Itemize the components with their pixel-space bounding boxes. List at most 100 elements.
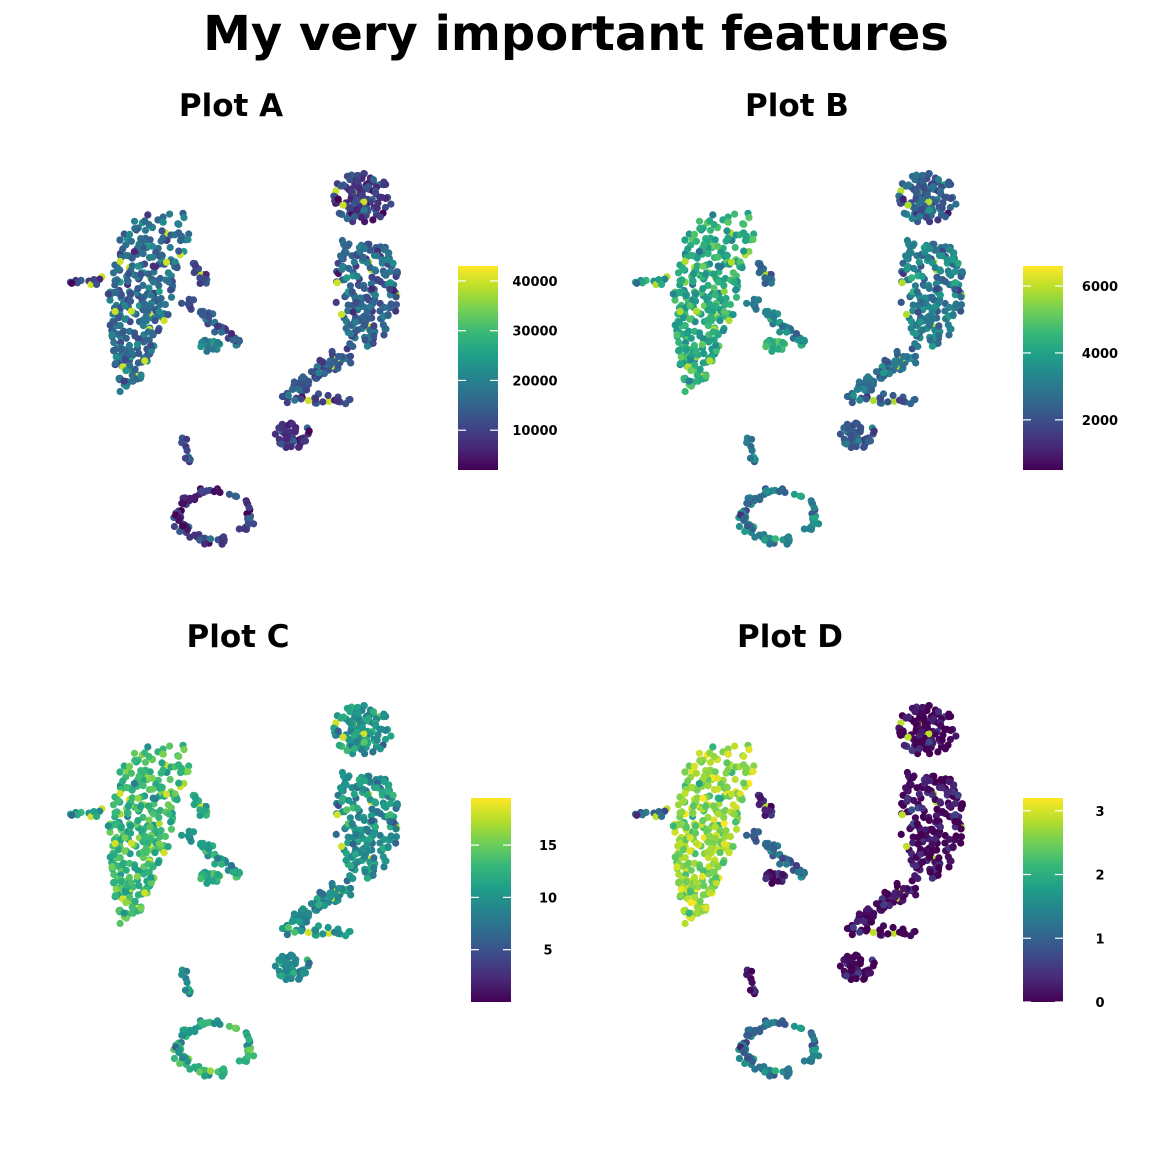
scatter-point <box>714 785 722 793</box>
scatter-point <box>178 439 186 447</box>
scatter-point <box>782 860 791 868</box>
scatter-point <box>692 290 700 298</box>
scatter-point <box>337 310 346 318</box>
scatter-point <box>740 1046 748 1054</box>
scatter-point <box>158 759 166 767</box>
scatter-point <box>696 225 704 233</box>
scatter-point <box>109 269 118 277</box>
scatter-point <box>386 811 394 819</box>
scatter-point <box>353 171 361 180</box>
scatter-point <box>353 206 361 214</box>
scatter-point <box>214 322 222 331</box>
scatter-point <box>151 263 160 271</box>
colorbar-tick-label: 10000 <box>512 424 557 439</box>
scatter-point <box>724 218 732 226</box>
scatter-point <box>731 243 739 252</box>
scatter-point <box>897 298 905 306</box>
scatter-point <box>749 300 757 308</box>
scatter-point <box>763 841 771 849</box>
scatter-point <box>914 342 922 351</box>
scatter-point <box>900 352 908 361</box>
scatter-point <box>141 300 149 308</box>
colorbar <box>1023 798 1063 1002</box>
scatter-point <box>104 822 112 830</box>
scatter-point <box>723 783 731 792</box>
scatter-point <box>681 768 689 776</box>
scatter-point <box>934 176 943 184</box>
scatter-point <box>384 311 392 319</box>
scatter-point <box>218 540 226 548</box>
scatter-point <box>898 929 907 937</box>
scatter-point <box>201 540 209 548</box>
scatter-point <box>141 832 149 840</box>
scatter-point <box>175 1046 183 1054</box>
scatter-point <box>380 246 388 254</box>
scatter-point <box>278 952 286 960</box>
scatter-point <box>917 318 925 326</box>
scatter-point <box>358 191 366 199</box>
panel-title: Plot A <box>179 88 283 124</box>
scatter-point <box>706 217 714 225</box>
scatter-point <box>698 872 707 881</box>
scatter-point <box>191 794 200 802</box>
scatter-point <box>918 171 926 180</box>
scatter-point <box>750 496 758 504</box>
scatter-point <box>93 812 101 821</box>
scatter-point <box>363 342 371 350</box>
panel-title: Plot B <box>745 88 849 124</box>
scatter-point <box>376 839 384 847</box>
scatter-point <box>371 823 379 831</box>
scatter-point <box>909 242 917 250</box>
scatter-point <box>360 206 368 214</box>
scatter-point <box>935 332 943 340</box>
scatter-point <box>121 302 129 310</box>
scatter-point <box>210 1020 218 1028</box>
scatter-point <box>925 730 933 738</box>
scatter-point <box>800 337 809 345</box>
scatter-point <box>245 1036 253 1044</box>
scatter-point <box>710 336 718 344</box>
scatter-point <box>96 807 104 815</box>
scatter-point <box>119 329 127 337</box>
scatter-point <box>287 443 295 451</box>
scatter-point <box>720 287 728 295</box>
scatter-point <box>297 395 305 403</box>
scatter-point <box>911 395 919 404</box>
scatter-point <box>925 284 933 292</box>
scatter-point <box>796 1024 804 1032</box>
scatter-point <box>699 285 707 293</box>
scatter-point <box>127 347 135 355</box>
scatter-point <box>315 369 323 377</box>
scatter-point <box>123 276 132 284</box>
scatter-point <box>376 213 384 221</box>
scatter-point <box>131 897 139 905</box>
scatter-point <box>756 262 765 270</box>
scatter-point <box>790 1022 799 1030</box>
scatter-point <box>723 759 731 767</box>
scatter-point <box>676 891 685 900</box>
scatter-point <box>949 311 957 319</box>
scatter-point <box>748 978 756 987</box>
scatter-point <box>333 929 342 937</box>
scatter-point <box>899 727 907 735</box>
scatter-point <box>731 210 739 218</box>
scatter-point <box>921 780 929 788</box>
scatter-point <box>355 184 363 192</box>
scatter-point <box>106 828 114 836</box>
scatter-point <box>740 514 748 523</box>
scatter-point <box>158 251 166 260</box>
scatter-point <box>944 321 952 329</box>
scatter-point <box>337 784 345 792</box>
scatter-point <box>369 339 377 347</box>
scatter-point <box>723 227 731 235</box>
scatter-point <box>110 870 118 879</box>
scatter-point <box>671 828 679 836</box>
scatter-point <box>915 213 924 221</box>
scatter-point <box>750 1028 758 1036</box>
scatter-point <box>302 386 311 394</box>
scatter-point <box>928 308 936 316</box>
scatter-point <box>740 220 748 228</box>
scatter-point <box>127 839 135 847</box>
scatter-point <box>706 749 714 757</box>
scatter-point <box>183 978 191 987</box>
